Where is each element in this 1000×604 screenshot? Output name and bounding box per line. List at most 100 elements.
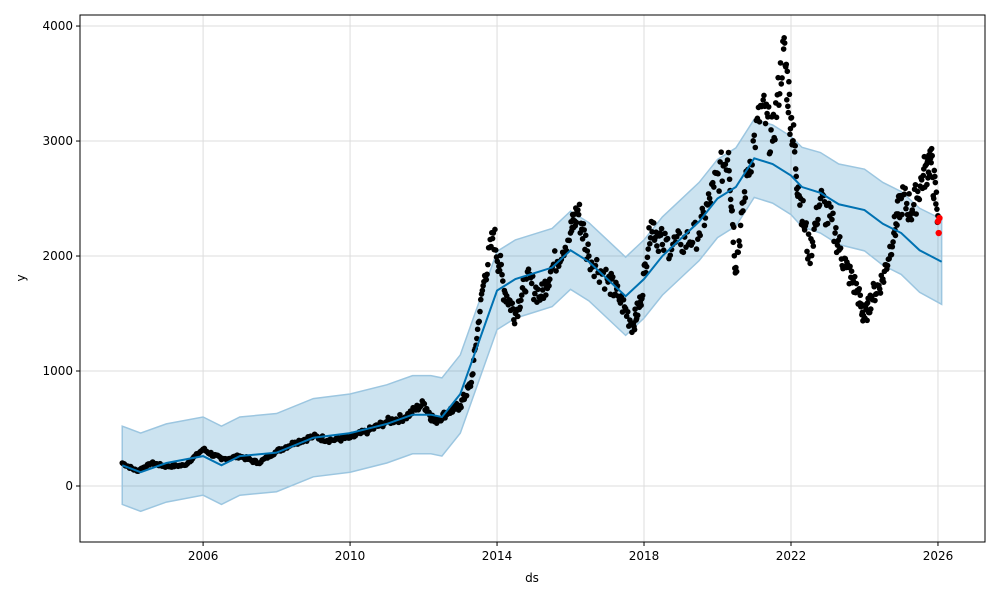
actual-point — [801, 227, 808, 233]
actual-point — [498, 261, 505, 268]
actual-point — [832, 230, 838, 236]
actual-point — [609, 274, 616, 280]
actual-point — [797, 202, 803, 208]
actual-point — [781, 35, 787, 41]
actual-point — [786, 91, 793, 98]
actual-point — [532, 290, 538, 297]
actual-point — [623, 313, 630, 320]
x-tick-label: 2014 — [482, 549, 513, 563]
actual-point — [837, 245, 844, 251]
actual-point — [655, 248, 662, 255]
actual-point — [485, 261, 491, 268]
actual-point — [784, 68, 791, 75]
actual-point — [677, 241, 684, 248]
actual-point — [706, 195, 713, 202]
x-axis: 2006 2010 2014 2018 2022 2026 — [188, 542, 953, 563]
actual-point — [705, 191, 712, 197]
actual-point — [566, 237, 573, 244]
actual-point — [676, 230, 683, 236]
actual-point — [664, 235, 671, 242]
actual-point — [492, 247, 499, 253]
actual-point — [894, 222, 900, 228]
yhat-path — [121, 157, 943, 474]
actual-point — [634, 312, 641, 319]
actual-point — [810, 243, 817, 249]
actual-point — [667, 252, 674, 259]
actual-point — [662, 230, 668, 237]
actual-point — [518, 292, 525, 298]
actual-point — [805, 231, 812, 237]
x-tick-label: 2026 — [923, 549, 954, 563]
actual-point — [582, 232, 589, 239]
actual-point — [888, 251, 895, 258]
actual-point — [631, 326, 638, 333]
y-tick-label: 2000 — [42, 249, 73, 263]
actual-point — [830, 210, 836, 217]
actual-point — [899, 211, 905, 218]
actual-point — [474, 335, 480, 342]
actual-point — [908, 216, 915, 223]
actual-point — [468, 379, 475, 386]
actual-point — [803, 220, 810, 226]
actual-point — [890, 239, 896, 245]
actual-point — [717, 159, 723, 165]
actual-point — [902, 185, 908, 192]
actual-point — [848, 268, 855, 274]
actual-point — [522, 288, 529, 295]
actual-point — [737, 222, 744, 229]
actual-point — [553, 268, 559, 274]
actual-point — [646, 224, 652, 231]
actual-point — [851, 273, 858, 280]
x-tick-label: 2018 — [629, 549, 660, 563]
y-tick-label: 3000 — [42, 134, 73, 148]
actual-point — [624, 308, 631, 315]
actual-point — [601, 286, 608, 292]
actual-point — [517, 304, 523, 311]
actual-point — [575, 207, 581, 213]
actual-point — [831, 238, 837, 245]
actual-point — [586, 253, 592, 259]
actual-point — [740, 208, 746, 214]
actual-point — [719, 178, 726, 184]
actual-point — [518, 297, 524, 304]
actual-point — [528, 280, 535, 287]
x-tick-label: 2006 — [188, 549, 219, 563]
actual-point — [543, 292, 549, 298]
y-axis-label: y — [14, 274, 28, 281]
actual-point — [872, 297, 878, 304]
recent-point — [935, 229, 942, 237]
yhat-line — [121, 157, 943, 474]
actual-point — [833, 224, 839, 231]
actual-point — [650, 220, 657, 226]
actual-point — [880, 279, 887, 285]
actual-point — [932, 179, 939, 186]
actual-point — [496, 267, 503, 274]
actual-point — [736, 238, 742, 244]
actual-point — [730, 239, 737, 246]
actual-point — [930, 195, 937, 202]
actual-point — [772, 136, 778, 143]
actual-point — [479, 287, 486, 294]
actual-point — [645, 246, 652, 252]
actual-point — [654, 243, 660, 249]
actual-point — [730, 224, 737, 230]
actual-point — [790, 138, 796, 144]
actual-point — [591, 273, 597, 280]
actual-point — [837, 234, 843, 240]
actual-point — [603, 266, 609, 273]
actual-point — [809, 239, 816, 245]
actual-point — [864, 299, 871, 306]
actual-point — [492, 226, 498, 233]
actual-point — [889, 243, 896, 250]
actual-point — [546, 276, 553, 283]
actual-point — [639, 292, 646, 299]
actual-point — [776, 102, 782, 108]
actual-point — [856, 285, 863, 292]
actual-point — [735, 249, 742, 256]
actual-point — [576, 201, 583, 208]
actual-point — [724, 157, 731, 163]
actual-point — [701, 222, 708, 229]
actual-point — [525, 266, 532, 272]
y-tick-label: 0 — [65, 479, 73, 493]
actual-point — [778, 81, 785, 87]
